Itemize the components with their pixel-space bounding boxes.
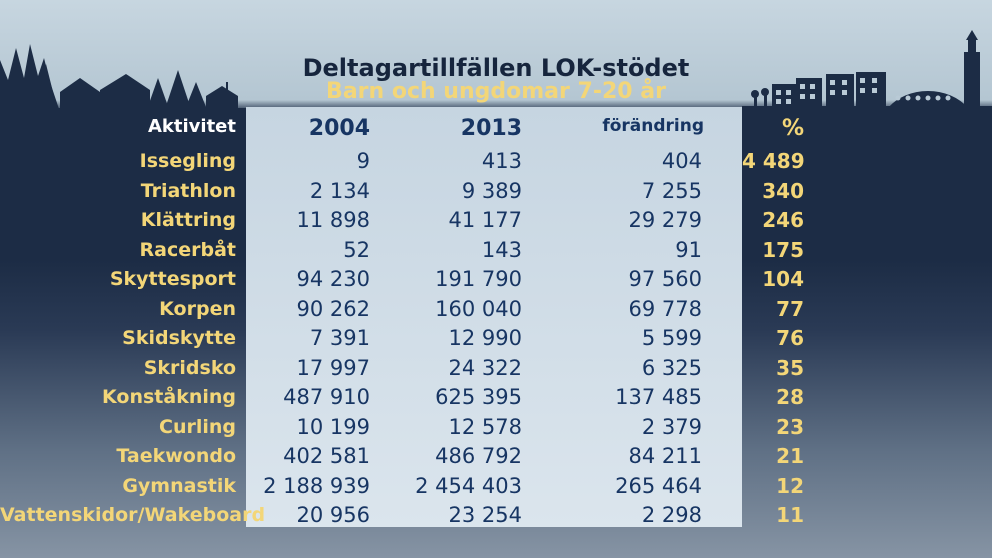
change-cell: 265 464 <box>615 473 702 498</box>
table-row: Skidskytte 7 391 12 990 5 599 76 <box>0 324 992 353</box>
activity-cell: Skidskytte <box>122 327 236 349</box>
value-2004-cell: 10 199 <box>296 414 370 439</box>
city-skyline-silhouette <box>0 30 992 114</box>
change-cell: 2 298 <box>641 503 702 527</box>
change-cell: 404 <box>661 149 702 173</box>
value-2013-cell: 12 990 <box>448 326 522 350</box>
percent-cell: 246 <box>762 208 804 232</box>
value-2013-cell: 23 254 <box>448 503 522 527</box>
header-activity: Aktivitet <box>148 116 236 137</box>
activity-cell: Vattenskidor/Wakeboard <box>0 504 266 526</box>
change-cell: 97 560 <box>628 267 702 291</box>
percent-cell: 23 <box>776 414 804 439</box>
value-2004-cell: 52 <box>343 237 370 262</box>
percent-cell: 12 <box>776 473 804 498</box>
value-2013-cell: 625 395 <box>435 385 522 409</box>
change-cell: 29 279 <box>628 208 702 232</box>
table-row: Skyttesport 94 230 191 790 97 560 104 <box>0 265 992 294</box>
percent-cell: 28 <box>776 385 804 409</box>
value-2013-cell: 24 322 <box>448 355 522 380</box>
table-row: Klättring 11 898 41 177 29 279 246 <box>0 206 992 235</box>
table-row: Curling 10 199 12 578 2 379 23 <box>0 413 992 442</box>
value-2004-cell: 402 581 <box>283 444 370 468</box>
change-cell: 2 379 <box>641 414 702 439</box>
change-cell: 91 <box>675 237 702 262</box>
activity-cell: Racerbåt <box>139 238 236 261</box>
header-percent: % <box>781 116 804 141</box>
header-2013: 2013 <box>460 116 522 141</box>
header-2004: 2004 <box>308 116 370 141</box>
table-row: Taekwondo 402 581 486 792 84 211 21 <box>0 442 992 471</box>
activity-cell: Curling <box>159 415 236 438</box>
table-row: Skridsko 17 997 24 322 6 325 35 <box>0 354 992 383</box>
activity-cell: Skridsko <box>143 356 236 379</box>
activity-cell: Skyttesport <box>109 268 236 290</box>
table-row: Triathlon 2 134 9 389 7 255 340 <box>0 177 992 206</box>
value-2013-cell: 2 454 403 <box>415 473 522 498</box>
value-2013-cell: 160 040 <box>435 296 522 321</box>
percent-cell: 4 489 <box>742 149 805 173</box>
table-row: Gymnastik 2 188 939 2 454 403 265 464 12 <box>0 472 992 501</box>
table-row: Racerbåt 52 143 91 175 <box>0 236 992 265</box>
percent-cell: 76 <box>776 326 804 350</box>
activity-cell: Issegling <box>139 150 236 172</box>
change-cell: 6 325 <box>641 355 702 380</box>
value-2004-cell: 90 262 <box>296 296 370 321</box>
activity-cell: Klättring <box>140 209 236 231</box>
activity-cell: Taekwondo <box>116 445 236 467</box>
change-cell: 84 211 <box>628 444 702 468</box>
percent-cell: 104 <box>762 267 804 291</box>
value-2013-cell: 12 578 <box>448 414 522 439</box>
table-row: Issegling 9 413 404 4 489 <box>0 147 992 176</box>
table-row: Konståkning 487 910 625 395 137 485 28 <box>0 383 992 412</box>
value-2013-cell: 143 <box>481 237 522 262</box>
change-cell: 7 255 <box>641 178 702 203</box>
value-2013-cell: 486 792 <box>435 444 522 468</box>
table-row: Vattenskidor/Wakeboard 20 956 23 254 2 298 1… <box>0 501 992 530</box>
change-cell: 137 485 <box>615 385 702 409</box>
value-2004-cell: 487 910 <box>283 385 370 409</box>
percent-cell: 11 <box>776 503 804 527</box>
activity-cell: Konståkning <box>102 386 236 408</box>
value-2013-cell: 41 177 <box>448 208 522 232</box>
value-2004-cell: 2 188 939 <box>263 473 370 498</box>
percent-cell: 35 <box>776 355 804 380</box>
chart-subtitle: Barn och ungdomar 7-20 år <box>326 79 666 104</box>
value-2004-cell: 11 898 <box>296 208 370 232</box>
percent-cell: 340 <box>762 178 804 203</box>
activity-cell: Triathlon <box>140 179 236 202</box>
activity-cell: Korpen <box>159 297 236 320</box>
value-2004-cell: 20 956 <box>296 503 370 527</box>
value-2013-cell: 191 790 <box>435 267 522 291</box>
value-2004-cell: 17 997 <box>296 355 370 380</box>
value-2004-cell: 2 134 <box>309 178 370 203</box>
chart-title: Deltagartillfällen LOK-stödet <box>302 54 690 82</box>
header-change: förändring <box>602 116 704 136</box>
percent-cell: 77 <box>776 296 804 321</box>
value-2013-cell: 413 <box>481 149 522 173</box>
change-cell: 69 778 <box>628 296 702 321</box>
change-cell: 5 599 <box>641 326 702 350</box>
data-panel <box>246 107 742 527</box>
value-2004-cell: 9 <box>356 149 370 173</box>
table-row: Korpen 90 262 160 040 69 778 77 <box>0 295 992 324</box>
value-2004-cell: 94 230 <box>296 267 370 291</box>
percent-cell: 21 <box>776 444 804 468</box>
value-2004-cell: 7 391 <box>309 326 370 350</box>
activity-cell: Gymnastik <box>122 474 236 497</box>
value-2013-cell: 9 389 <box>461 178 522 203</box>
percent-cell: 175 <box>762 237 804 262</box>
